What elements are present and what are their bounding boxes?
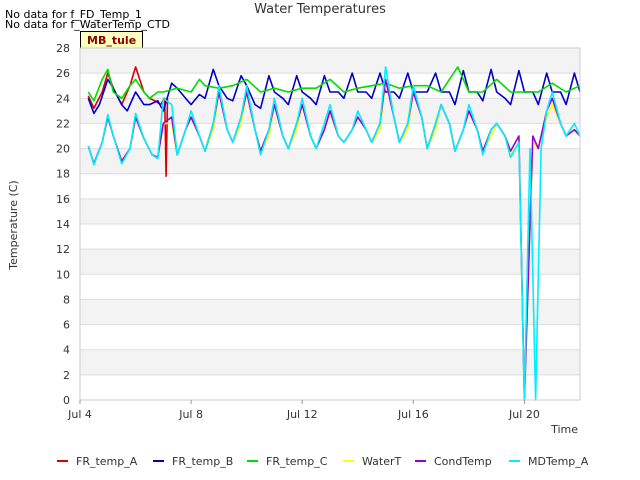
y-tick-label: 26 bbox=[56, 67, 70, 80]
chart-title: Water Temperatures bbox=[254, 2, 386, 17]
grid-band bbox=[80, 198, 580, 224]
y-tick-label: 20 bbox=[56, 143, 70, 156]
x-tick-label: Jul 16 bbox=[397, 408, 429, 421]
x-tick-label: Jul 12 bbox=[286, 408, 318, 421]
y-tick-label: 8 bbox=[63, 293, 70, 306]
y-tick-label: 28 bbox=[56, 42, 70, 55]
series-line-FR_temp_B bbox=[87, 68, 581, 115]
grid-band bbox=[80, 274, 580, 300]
site-tag: MB_tule bbox=[80, 31, 144, 50]
y-tick-label: 24 bbox=[56, 92, 70, 105]
series-line-MDTemp_A bbox=[87, 66, 581, 401]
x-ticks: Jul 4 Jul 8 Jul 12 Jul 16 Jul 20 bbox=[67, 400, 540, 421]
y-tick-label: 0 bbox=[63, 394, 70, 407]
y-tick-label: 16 bbox=[56, 193, 70, 206]
x-tick-label: Jul 8 bbox=[178, 408, 203, 421]
series-lines bbox=[87, 66, 581, 401]
legend-label: FR_temp_B bbox=[172, 455, 233, 468]
no-data-notice-2: No data for f_WaterTemp_CTD bbox=[5, 18, 170, 31]
y-tick-label: 12 bbox=[56, 243, 70, 256]
grid-band bbox=[80, 349, 580, 375]
y-axis-label: Temperature (C) bbox=[7, 180, 20, 270]
legend: FR_temp_A FR_temp_B FR_temp_C WaterT CondTem… bbox=[57, 455, 589, 468]
legend-label: CondTemp bbox=[434, 455, 492, 468]
y-tick-label: 10 bbox=[56, 268, 70, 281]
grid-band bbox=[80, 224, 580, 250]
series-line-FR_temp_C bbox=[87, 66, 581, 102]
x-tick-label: Jul 4 bbox=[67, 408, 92, 421]
y-tick-label: 6 bbox=[63, 319, 70, 332]
grid-band bbox=[80, 249, 580, 275]
y-tick-label: 18 bbox=[56, 168, 70, 181]
grid-band bbox=[80, 73, 580, 99]
legend-label: WaterT bbox=[362, 455, 402, 468]
no-data-notice-1: No data for f_FD_Temp_1 bbox=[5, 8, 142, 21]
grid-band bbox=[80, 148, 580, 174]
grid-band bbox=[80, 299, 580, 325]
y-tick-label: 4 bbox=[63, 344, 70, 357]
x-axis-label: Time bbox=[550, 423, 578, 436]
y-tick-label: 14 bbox=[56, 218, 70, 231]
legend-label: FR_temp_C bbox=[266, 455, 328, 468]
x-tick-label: Jul 20 bbox=[508, 408, 540, 421]
grid-band bbox=[80, 374, 580, 400]
y-tick-label: 22 bbox=[56, 117, 70, 130]
grid-band bbox=[80, 324, 580, 350]
legend-label: MDTemp_A bbox=[528, 455, 589, 468]
legend-label: FR_temp_A bbox=[76, 455, 138, 468]
grid-band bbox=[80, 48, 580, 74]
y-tick-label: 2 bbox=[63, 369, 70, 382]
grid-band bbox=[80, 173, 580, 199]
grid-bands bbox=[80, 48, 580, 401]
plot-frame bbox=[79, 47, 581, 401]
